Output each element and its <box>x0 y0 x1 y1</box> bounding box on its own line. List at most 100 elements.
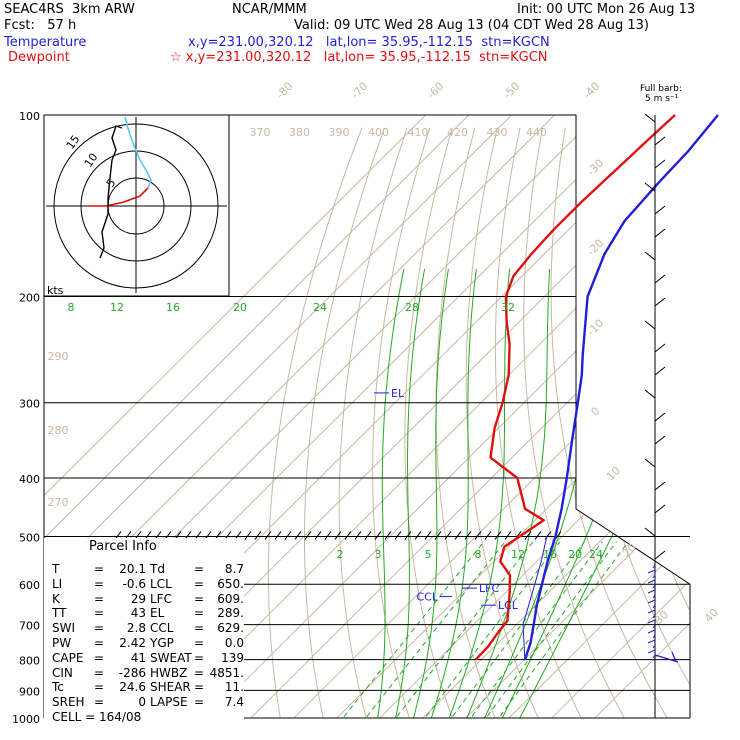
moist-adiabat <box>392 268 426 718</box>
wind-barb <box>654 159 666 169</box>
parcel-row: SWI = 2.8 CCL = 629. <box>44 621 244 635</box>
isotherm-label: -70 <box>349 80 371 102</box>
pressure-tick-label: 700 <box>19 620 40 633</box>
hatch-mark <box>264 531 272 540</box>
wind-barb <box>644 527 656 537</box>
barb-label: Full barb: <box>640 84 682 94</box>
isotherm <box>366 115 690 718</box>
valid-label: Valid: 09 UTC Wed 28 Aug 13 (04 CDT Wed … <box>294 18 649 33</box>
hodograph-units: kts <box>47 284 64 297</box>
parcel-cell-text: 29 <box>130 591 146 606</box>
hatch-mark <box>284 531 292 540</box>
parcel-cell-text: TT <box>52 606 67 621</box>
isotherm-label: -80 <box>274 80 296 102</box>
isotherm <box>409 115 690 718</box>
parcel-cell-text: = <box>194 621 205 636</box>
wind-barb <box>644 458 656 468</box>
dry-adiabat <box>701 128 740 731</box>
theta-label: 390 <box>329 126 350 139</box>
wind-barb <box>654 550 666 560</box>
diagram-border <box>44 114 691 718</box>
isotherm <box>194 115 690 718</box>
wind-barb <box>654 274 666 284</box>
pressure-tick-label: 900 <box>19 685 40 698</box>
wind-barb-low <box>652 564 656 569</box>
parcel-cell-text: 2.42 <box>119 636 146 650</box>
mixing-label: 24 <box>589 548 603 561</box>
parcel-cell-text: = <box>94 606 105 621</box>
parcel-cell-text: -0.6 <box>122 576 146 591</box>
parcel-cell-text: LI <box>52 576 63 591</box>
parcel-cell-text: = <box>94 621 105 636</box>
parcel-cell-text: = <box>194 591 205 606</box>
parcel-cell-text: = <box>194 562 205 576</box>
parcel-cell-text: SREH <box>52 695 85 710</box>
parcel-cell-text: = <box>194 606 205 621</box>
isotherm <box>44 115 540 718</box>
moist-adiabat <box>512 268 690 718</box>
temperature-legend: Temperature <box>4 35 87 50</box>
mixing-label: 12 <box>110 301 124 314</box>
wind-barb <box>654 343 666 353</box>
dry-adiabat <box>723 128 740 731</box>
dry-adiabat <box>603 127 690 718</box>
hodograph-trace-low <box>88 187 149 207</box>
parcel-cell-text: 11. <box>224 680 244 695</box>
annotation-label: EL <box>391 387 405 400</box>
parcel-cell-text: 41 <box>130 650 146 665</box>
parcel-row: K = 29 LFC = 609. <box>44 592 244 606</box>
wind-barb-low <box>647 579 656 584</box>
dry-adiabat <box>628 127 690 718</box>
isotherm <box>237 115 690 718</box>
parcel-info-box: Parcel Info T = 20.1 Td = 8.7 LI = -0.6 LCL = 650. K… <box>44 538 244 726</box>
mixing-ratio-line <box>332 541 485 718</box>
wind-barb <box>654 412 666 422</box>
hatch-mark <box>444 531 452 540</box>
parcel-cell-text: LAPSE <box>150 695 188 710</box>
moist-adiabat <box>409 268 449 718</box>
mixing-label: 5 <box>425 548 432 561</box>
theta-label: 400 <box>368 126 389 139</box>
temperature-line <box>523 114 719 660</box>
theta-label: 410 <box>408 126 429 139</box>
parcel-row: LI = -0.6 LCL = 650. <box>44 577 244 591</box>
parcel-cell-text: -286 <box>118 665 146 680</box>
fcst-label: Fcst: 57 h <box>4 18 77 33</box>
parcel-cell-text: = <box>94 650 105 665</box>
pressure-tick-label: 300 <box>19 398 40 411</box>
hatch-mark <box>414 531 422 540</box>
dry-adiabat <box>338 127 408 718</box>
isotherm <box>581 115 690 718</box>
dewpoint-line <box>474 114 676 661</box>
pressure-tick-label: 500 <box>19 531 40 544</box>
wind-barb <box>644 251 656 261</box>
isotherm-label: -10 <box>585 317 607 339</box>
parcel-row: Tc = 24.6 SHEAR = 11. <box>44 680 244 694</box>
wind-barb-low <box>652 624 656 629</box>
isotherm-label: -40 <box>581 80 603 102</box>
isotherm-label: -60 <box>425 80 447 102</box>
pressure-tick-label: 400 <box>19 473 40 486</box>
mixing-ratio-line <box>355 541 506 718</box>
parcel-cell-text: SWEAT <box>150 650 192 665</box>
parcel-cell-text: T <box>52 562 60 576</box>
dry-adiabat <box>435 127 502 718</box>
parcel-cell-text: = <box>194 650 205 665</box>
mixing-label: 16 <box>543 548 557 561</box>
hatch-mark <box>304 531 312 540</box>
parcel-cell-text: CIN <box>52 665 73 680</box>
parcel-cell-text: 43 <box>130 606 146 621</box>
theta-label: 380 <box>289 126 310 139</box>
parcel-cell-text: = <box>94 562 105 576</box>
hatch-mark <box>394 531 402 540</box>
moist-adiabat <box>426 268 477 718</box>
dry-adiabat <box>372 127 431 718</box>
mixing-label: 2 <box>337 548 344 561</box>
parcel-title: Parcel Info <box>89 539 157 554</box>
parcel-cell-text: LFC <box>150 591 172 606</box>
mixing-label: 20 <box>233 301 247 314</box>
parcel-cell-text: YGP <box>150 636 174 650</box>
parcel-cell-text: = <box>94 680 105 695</box>
hodograph-trace-mean <box>99 125 123 259</box>
